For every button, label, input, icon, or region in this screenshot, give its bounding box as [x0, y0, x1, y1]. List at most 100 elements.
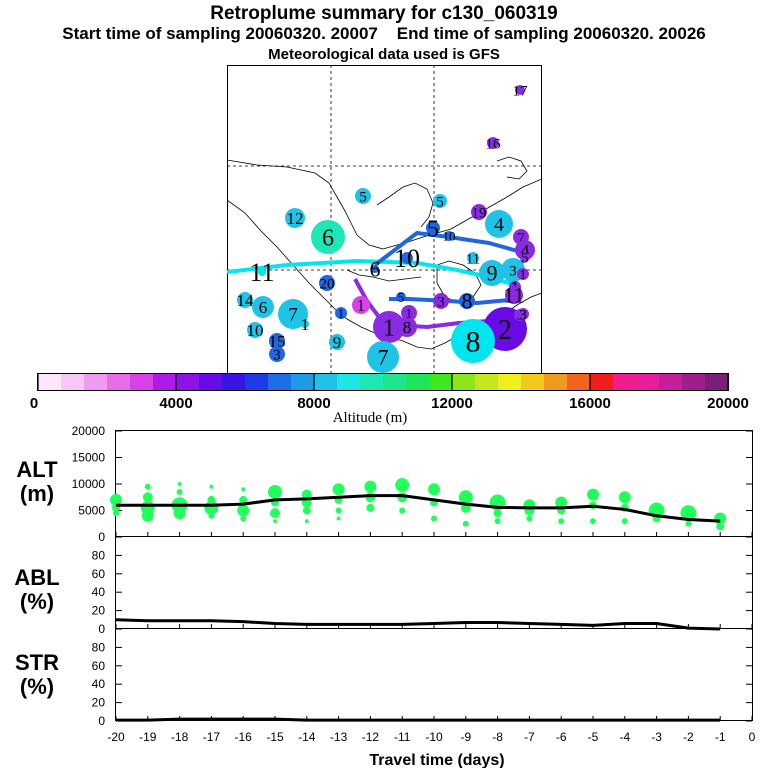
map-marker [451, 319, 495, 363]
colorbar-tick-label: 4000 [159, 395, 192, 412]
map-marker [373, 311, 405, 343]
y-tick-label: 20000 [72, 425, 106, 438]
map-marker [269, 333, 285, 349]
chart-title: Retroplume summary for c130_060319 [210, 3, 558, 24]
y-tick-label: 5000 [78, 504, 105, 518]
alt-label-line2: (m) [19, 481, 55, 506]
map-marker-label: 8 [462, 289, 473, 314]
map-marker-label: 11 [503, 283, 524, 308]
series-lines [115, 494, 721, 722]
map-marker [371, 265, 379, 273]
alt-point [395, 478, 410, 493]
abl-panel-label: ABL (%) [6, 566, 68, 614]
x-tick-label: -1 [715, 730, 726, 744]
x-tick-label: -16 [235, 730, 253, 744]
map-marker-label: 12 [287, 209, 304, 228]
x-tick-label: -3 [651, 730, 662, 744]
map-marker-label: 4 [521, 241, 530, 260]
map-marker [319, 275, 335, 291]
map-marker-label: 5 [427, 216, 439, 242]
map-graticule [227, 65, 542, 375]
colorbar-ticks: 0 4000 8000 12000 16000 20000 [30, 374, 749, 412]
map-marker-label: 1 [338, 306, 345, 321]
abl-panel-frame [115, 536, 753, 629]
colorbar-cell [337, 374, 361, 390]
abl-label-line2: (%) [19, 589, 55, 614]
end-time-label: End time of sampling 20060320. 20026 [396, 24, 706, 43]
map-marker-label: 5 [436, 194, 444, 210]
alt-point [366, 503, 375, 512]
alt-point [587, 488, 599, 501]
map-marker-label: 3 [509, 263, 517, 279]
alt-point [144, 483, 151, 490]
map-marker [285, 208, 305, 228]
colorbar-cell [705, 374, 729, 390]
map-marker-label: 9 [487, 261, 498, 286]
map-marker-label: 8 [403, 318, 412, 337]
alt-point [526, 515, 533, 522]
map-marker-label: 5 [359, 189, 367, 205]
colorbar-cell [360, 374, 384, 390]
map-marker [433, 194, 447, 208]
map-plot: 1716551219475610453610111191208153111467… [227, 65, 542, 375]
colorbar-cell [176, 374, 200, 390]
alt-point [239, 495, 248, 504]
alt-point [458, 490, 473, 505]
map-marker [329, 334, 345, 350]
y-tick-label: 80 [92, 548, 106, 562]
x-tick-label: -11 [394, 730, 411, 744]
str-label-line2: (%) [19, 674, 55, 699]
map-marker-label: 4 [494, 214, 504, 236]
map-marker-label: 5 [398, 290, 405, 305]
map-marker [517, 268, 529, 280]
series-line-alt [116, 494, 721, 523]
map-marker [311, 220, 345, 254]
map-marker-label: 1 [383, 315, 395, 341]
map-marker-label: 6 [322, 225, 334, 251]
x-tick-label: -17 [203, 730, 221, 744]
alt-point [680, 505, 697, 522]
sampling-times: Start time of sampling 20060320. 20007 E… [0, 24, 768, 44]
map-marker [237, 292, 253, 308]
colorbar-cell [314, 374, 338, 390]
colorbar-cell [130, 374, 154, 390]
colorbar-cell [682, 374, 706, 390]
y-tick-label: 0 [98, 530, 105, 544]
map-marker-label: 10 [247, 321, 264, 340]
alt-point [237, 504, 250, 517]
abl-label-line1: ABL [14, 565, 60, 590]
x-tick-labels: -20 -19 -18 -17 -16 -15 -14 -13 -12 -11 -10 -9 -8 -7-… [107, 532, 756, 744]
map-marker-label: 10 [394, 244, 420, 273]
colorbar-cell [544, 374, 568, 390]
series-line-str [116, 717, 721, 722]
map-marker-label: 1 [357, 296, 366, 315]
x-tick-label: 0 [749, 730, 756, 744]
colorbar-cell [153, 374, 177, 390]
map-marker-label: 3 [437, 294, 445, 310]
alt-point [555, 496, 568, 509]
alt-point [142, 492, 153, 503]
alt-point [493, 509, 502, 518]
alt-point [304, 519, 309, 524]
map-marker-label: 15 [269, 332, 286, 351]
colorbar-tick-label: 8000 [297, 395, 330, 412]
y-tick-label: 20 [92, 696, 106, 710]
map-marker [258, 268, 266, 276]
colorbar-cell [636, 374, 660, 390]
map-marker [515, 85, 525, 95]
alt-point [364, 480, 377, 493]
colorbar-cell [659, 374, 683, 390]
colorbar-cell [38, 374, 62, 390]
map-marker [335, 307, 347, 319]
y-tick-label: 0 [98, 714, 105, 728]
y-tick-label: 60 [92, 659, 106, 673]
map-marker [355, 188, 371, 204]
map-marker-label: 2 [498, 315, 512, 346]
y-tick-label: 60 [92, 567, 106, 581]
y-tick-label: 0 [98, 622, 105, 636]
alt-point [335, 507, 342, 514]
map-marker [487, 137, 499, 149]
alt-point [110, 493, 122, 506]
map-marker [471, 204, 487, 220]
x-tick-label: -6 [556, 730, 567, 744]
